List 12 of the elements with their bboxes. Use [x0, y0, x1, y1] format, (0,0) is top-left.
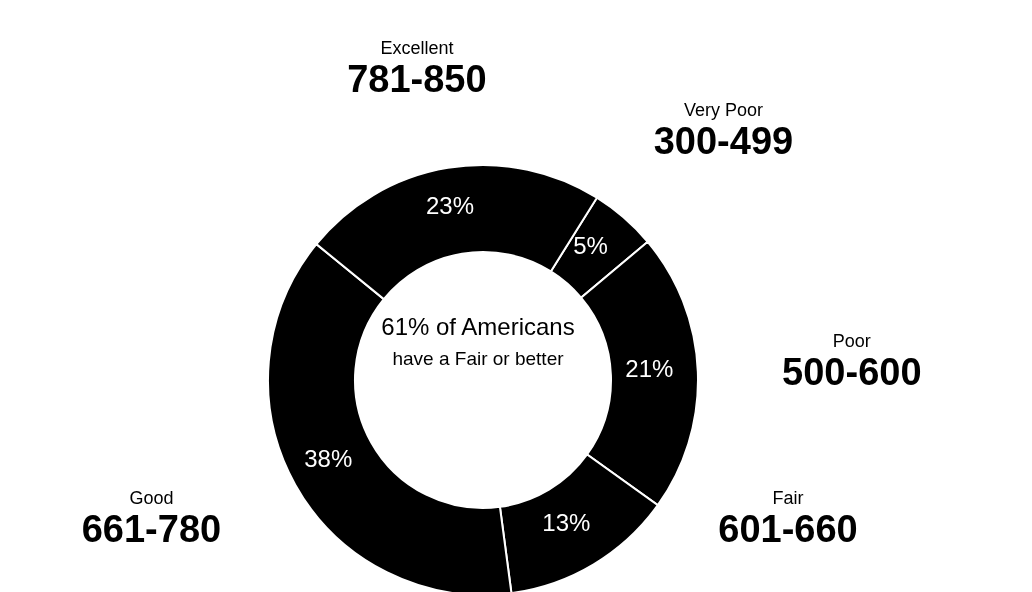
text: have a Fair or better	[392, 348, 565, 369]
data-label: 21%	[625, 354, 674, 382]
slice-label: Excellent 781-850	[347, 38, 487, 100]
slice-label: Fair 601-660	[718, 488, 858, 550]
slice-label: Good 661-780	[81, 488, 222, 550]
text: 61% of Americans	[381, 313, 575, 340]
data-label: 38%	[304, 445, 353, 473]
data-label: 13%	[542, 508, 591, 536]
slice-label: Poor 500-600	[782, 330, 922, 393]
data-label: 5%	[573, 232, 608, 260]
data-label: 23%	[425, 192, 475, 220]
slice-label: Very Poor 300-499	[653, 99, 794, 162]
